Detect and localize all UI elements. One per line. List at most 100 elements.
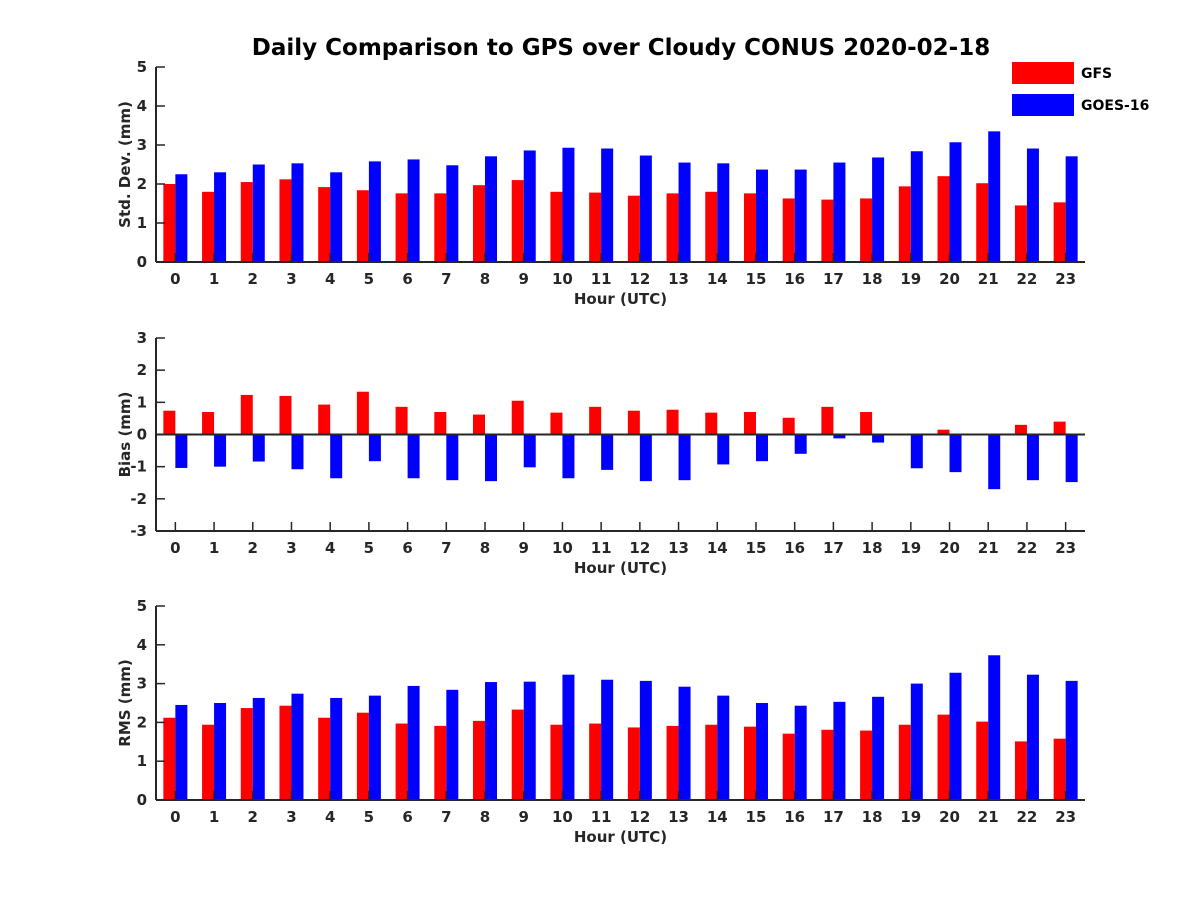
- x-tick-label: 15: [746, 808, 767, 826]
- x-axis-label: Hour (UTC): [574, 290, 667, 308]
- bar-goes-16-hour-17: [833, 162, 846, 262]
- x-tick-label: 4: [325, 270, 335, 288]
- bar-gfs-hour-10: [550, 412, 563, 435]
- bar-gfs-hour-11: [589, 723, 602, 800]
- bar-goes-16-hour-3: [291, 434, 304, 470]
- bar-gfs-hour-4: [318, 187, 331, 262]
- x-tick-label: 5: [364, 270, 374, 288]
- bar-gfs-hour-10: [550, 191, 563, 262]
- bar-goes-16-hour-6: [407, 685, 420, 800]
- x-tick-label: 1: [209, 539, 219, 557]
- legend-label-gfs: GFS: [1081, 66, 1112, 82]
- bar-gfs-hour-7: [434, 725, 447, 800]
- x-tick-label: 21: [978, 270, 999, 288]
- bar-gfs-hour-13: [666, 193, 679, 262]
- y-axis-label: RMS (mm): [116, 659, 134, 746]
- x-tick-label: 23: [1055, 808, 1076, 826]
- x-tick-label: 22: [1017, 270, 1038, 288]
- y-tick-label: -2: [130, 490, 147, 508]
- bar-goes-16-hour-7: [446, 434, 459, 481]
- x-tick-label: 19: [900, 808, 921, 826]
- bar-gfs-hour-2: [240, 182, 253, 262]
- bar-goes-16-hour-2: [252, 697, 265, 800]
- x-tick-label: 7: [441, 270, 451, 288]
- x-tick-label: 9: [519, 270, 529, 288]
- bar-gfs-hour-23: [1053, 421, 1066, 435]
- x-tick-label: 18: [862, 270, 883, 288]
- x-tick-label: 20: [939, 270, 960, 288]
- bar-goes-16-hour-20: [949, 672, 962, 800]
- x-tick-label: 23: [1055, 539, 1076, 557]
- x-tick-label: 23: [1055, 270, 1076, 288]
- bar-goes-16-hour-6: [407, 159, 420, 262]
- bar-goes-16-hour-13: [678, 434, 691, 481]
- bar-goes-16-hour-23: [1065, 156, 1078, 262]
- bar-gfs-hour-3: [279, 705, 292, 800]
- x-tick-label: 9: [519, 808, 529, 826]
- bar-gfs-hour-23: [1053, 202, 1066, 262]
- x-tick-label: 3: [286, 270, 296, 288]
- bar-gfs-hour-18: [860, 198, 873, 262]
- bar-gfs-hour-11: [589, 406, 602, 435]
- bar-gfs-hour-2: [240, 708, 253, 800]
- y-tick-label: 0: [137, 426, 147, 444]
- bar-goes-16-hour-15: [755, 434, 768, 462]
- bar-gfs-hour-6: [395, 193, 408, 262]
- bar-goes-16-hour-3: [291, 693, 304, 800]
- x-tick-label: 15: [746, 270, 767, 288]
- y-tick-label: 3: [137, 329, 147, 347]
- x-tick-label: 14: [707, 539, 728, 557]
- bar-gfs-hour-13: [666, 725, 679, 800]
- bar-goes-16-hour-12: [639, 155, 652, 262]
- x-tick-label: 14: [707, 270, 728, 288]
- x-tick-label: 8: [480, 808, 490, 826]
- bar-goes-16-hour-1: [214, 703, 227, 800]
- y-tick-label: 5: [137, 597, 147, 615]
- bar-gfs-hour-5: [356, 190, 369, 262]
- y-tick-label: 2: [137, 175, 147, 193]
- x-tick-label: 3: [286, 808, 296, 826]
- bar-gfs-hour-4: [318, 404, 331, 435]
- x-tick-label: 5: [364, 539, 374, 557]
- bar-goes-16-hour-22: [1026, 148, 1039, 262]
- bar-goes-16-hour-9: [523, 681, 536, 800]
- bar-goes-16-hour-7: [446, 689, 459, 800]
- bar-goes-16-hour-20: [949, 142, 962, 262]
- bar-gfs-hour-13: [666, 409, 679, 435]
- bar-goes-16-hour-16: [794, 434, 807, 454]
- x-tick-label: 12: [629, 808, 650, 826]
- x-tick-label: 17: [823, 539, 844, 557]
- y-tick-label: 1: [137, 214, 147, 232]
- legend-label-goes-16: GOES-16: [1081, 98, 1149, 114]
- bar-gfs-hour-10: [550, 724, 563, 800]
- bar-gfs-hour-18: [860, 411, 873, 435]
- x-tick-label: 1: [209, 270, 219, 288]
- x-tick-label: 6: [402, 808, 412, 826]
- bar-goes-16-hour-0: [175, 434, 188, 468]
- bar-goes-16-hour-0: [175, 704, 188, 800]
- x-tick-label: 8: [480, 270, 490, 288]
- bar-goes-16-hour-18: [872, 157, 885, 262]
- x-tick-label: 2: [248, 808, 258, 826]
- bar-gfs-hour-17: [821, 406, 834, 435]
- x-tick-label: 11: [591, 270, 612, 288]
- bar-goes-16-hour-9: [523, 434, 536, 468]
- bar-gfs-hour-12: [627, 195, 640, 262]
- bar-goes-16-hour-10: [562, 674, 575, 800]
- bar-goes-16-hour-5: [368, 695, 381, 800]
- x-tick-label: 0: [170, 808, 180, 826]
- bar-goes-16-hour-2: [252, 434, 265, 462]
- x-tick-label: 16: [784, 539, 805, 557]
- bar-goes-16-hour-6: [407, 434, 420, 479]
- x-tick-label: 21: [978, 808, 999, 826]
- bar-gfs-hour-8: [473, 414, 486, 435]
- x-tick-label: 5: [364, 808, 374, 826]
- bar-gfs-hour-8: [473, 720, 486, 800]
- bar-gfs-hour-22: [1014, 424, 1027, 435]
- bar-gfs-hour-2: [240, 394, 253, 435]
- x-axis-label: Hour (UTC): [574, 828, 667, 846]
- legend-swatch-gfs: [1012, 62, 1074, 84]
- bar-goes-16-hour-1: [214, 172, 227, 262]
